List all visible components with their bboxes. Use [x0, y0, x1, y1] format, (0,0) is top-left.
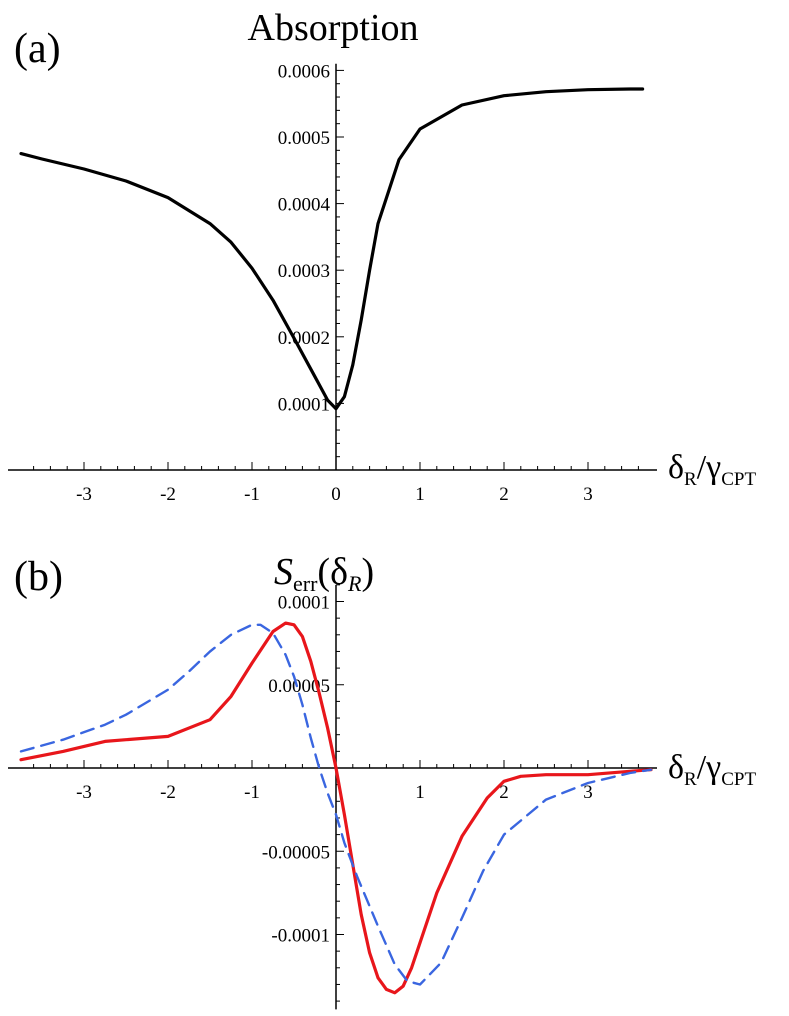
xlabel-sub-r: R	[684, 469, 697, 490]
x-tick-label: -2	[160, 782, 176, 803]
chart-panel-a: -3 -2 -1 0 1 2 3 0.0001 0.0002 0.0003 0.0004 0.0005…	[8, 7, 756, 505]
series-line-1	[19, 87, 645, 411]
title-arg-sub: R	[347, 571, 362, 596]
y-tick-label: 0.0001	[278, 394, 330, 415]
x-tick-label: 3	[583, 484, 593, 505]
y-tick-label: 0.0001	[278, 593, 330, 614]
x-tick-label: -2	[160, 484, 176, 505]
y-tick-label: 0.0002	[278, 328, 330, 349]
x-tick-label: 1	[415, 782, 425, 803]
xlabel-slash: /	[697, 449, 707, 486]
y-tick-label: -0.0001	[271, 926, 330, 947]
xlabel-delta: δ	[668, 449, 684, 486]
panel-label: (b)	[14, 554, 63, 600]
x-tick-label: 2	[499, 484, 509, 505]
series-line-2	[19, 623, 653, 986]
xlabel-sub-cpt: CPT	[721, 469, 756, 490]
panel-label: (a)	[14, 26, 61, 72]
title-sub: err	[293, 571, 318, 596]
title-main: S	[274, 551, 293, 593]
x-tick-label: 2	[499, 782, 509, 803]
xlabel-slash: /	[697, 749, 707, 786]
chart-title: Serr(δR)	[274, 551, 374, 596]
x-axis-label: δR/γCPT	[668, 449, 756, 490]
x-tick-label: 1	[415, 484, 425, 505]
x-tick-label: 0	[331, 484, 341, 505]
y-tick-label: 0.0004	[278, 195, 331, 216]
y-tick-label: -0.00005	[262, 842, 330, 863]
chart-panel-b: -3 -2 -1 1 2 3-0.0001-0.000050.000050.0001(b)…	[8, 551, 756, 1010]
title-arg: δ	[330, 551, 348, 593]
y-tick-label: 0.0003	[278, 261, 330, 282]
title-paren: (	[317, 551, 330, 593]
x-axis-label: δR/γCPT	[668, 749, 756, 790]
xlabel-gamma: γ	[705, 449, 721, 486]
xlabel-sub-r: R	[684, 769, 697, 790]
y-tick-label: 0.0006	[278, 61, 330, 82]
x-tick-label: -3	[76, 782, 92, 803]
x-tick-label: 3	[583, 782, 593, 803]
x-tick-label: -1	[244, 782, 260, 803]
x-tick-label: -3	[76, 484, 92, 505]
xlabel-gamma: γ	[705, 749, 721, 786]
xlabel-delta: δ	[668, 749, 684, 786]
y-tick-label: 0.0005	[278, 128, 330, 149]
xlabel-sub-cpt: CPT	[721, 769, 756, 790]
title-paren: )	[361, 551, 374, 593]
x-tick-label: -1	[244, 484, 260, 505]
chart-title: Absorption	[248, 7, 419, 49]
